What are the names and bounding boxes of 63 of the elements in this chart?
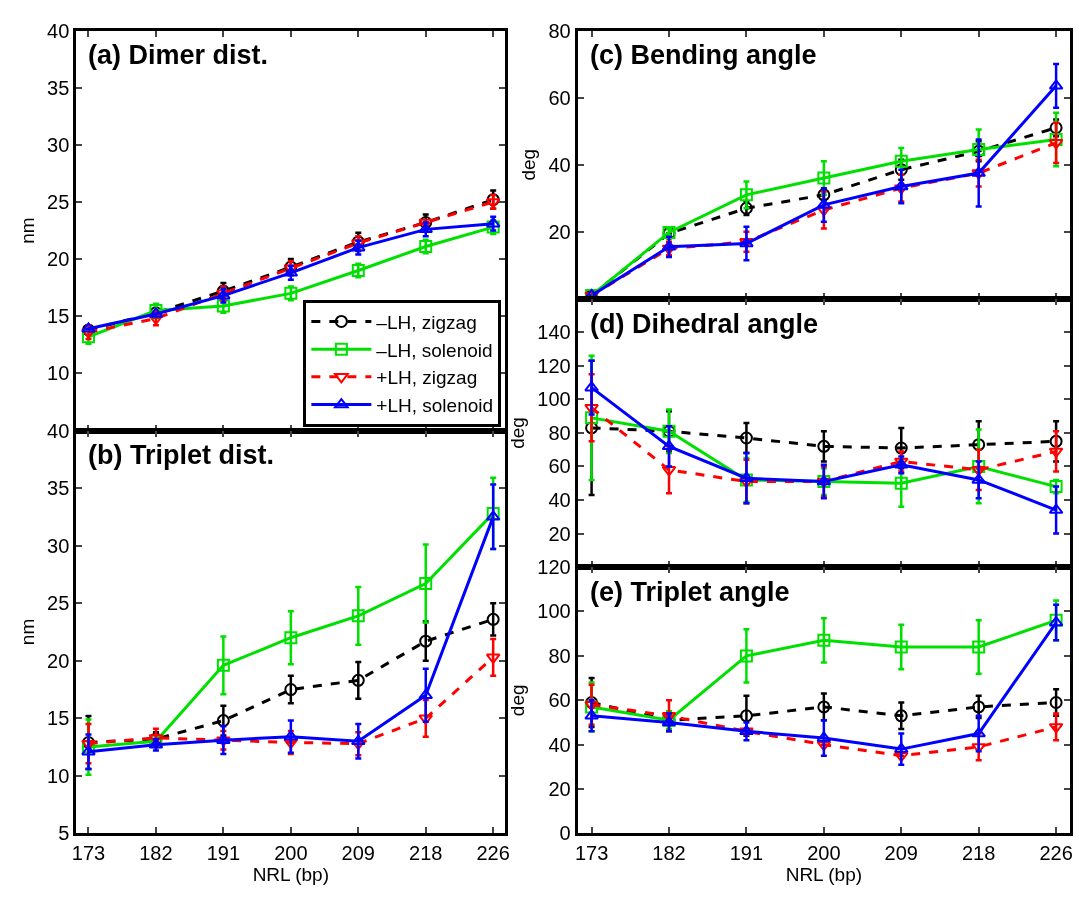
y-tick-label: 100	[537, 388, 571, 411]
x-axis-title: NRL (bp)	[785, 864, 863, 886]
chart-title: (c) Bending angle	[590, 40, 817, 70]
y-tick-label: 40	[47, 419, 70, 442]
y-tick-label: 25	[47, 592, 70, 615]
chart-title: (e) Triplet angle	[590, 577, 790, 607]
y-tick-label: 15	[47, 305, 70, 328]
y-axis-title: deg	[518, 148, 540, 181]
y-tick-label: 60	[548, 455, 571, 478]
y-tick-label: 120	[537, 556, 571, 579]
y-tick-label: 30	[47, 534, 70, 557]
y-tick-label: 40	[47, 19, 70, 42]
legend-label: –LH, solenoid	[376, 339, 493, 361]
x-tick-label: 218	[962, 842, 996, 865]
y-tick-label: 40	[548, 489, 571, 512]
y-tick-label: 60	[548, 689, 571, 712]
x-tick-label: 173	[71, 842, 106, 865]
y-axis-title: deg	[507, 417, 529, 449]
y-tick-label: 0	[559, 822, 571, 845]
y-tick-label: 40	[548, 153, 571, 176]
y-tick-label: 60	[548, 86, 571, 109]
x-tick-label: 200	[274, 842, 308, 865]
y-tick-label: 20	[47, 649, 70, 672]
y-tick-label: 20	[548, 778, 571, 801]
y-tick-label: 10	[47, 362, 70, 385]
legend-label: +LH, solenoid	[376, 394, 494, 416]
x-tick-label: 182	[139, 842, 173, 865]
y-tick-label: 20	[548, 220, 571, 243]
x-tick-label: 218	[409, 842, 443, 865]
y-tick-label: 80	[548, 19, 571, 42]
y-axis-title: nm	[16, 217, 38, 244]
chart-title: (d) Dihedral angle	[590, 309, 819, 339]
y-tick-label: 15	[47, 707, 70, 730]
x-tick-label: 209	[884, 842, 918, 865]
y-tick-label: 5	[58, 822, 70, 845]
x-tick-label: 191	[729, 842, 764, 865]
x-tick-label: 191	[206, 842, 241, 865]
y-tick-label: 20	[47, 248, 70, 271]
y-tick-label: 30	[47, 133, 70, 156]
x-tick-label: 209	[341, 842, 375, 865]
y-tick-label: 35	[47, 76, 70, 99]
x-tick-label: 182	[652, 842, 686, 865]
x-axis-title: NRL (bp)	[252, 864, 330, 886]
y-tick-label: 120	[537, 354, 571, 377]
y-tick-label: 25	[47, 190, 70, 213]
y-tick-label: 10	[47, 764, 70, 787]
y-axis-title: nm	[16, 618, 38, 646]
y-tick-label: 40	[548, 733, 571, 756]
chart-title: (a) Dimer dist.	[88, 40, 269, 70]
y-tick-label: 80	[548, 644, 571, 667]
y-tick-label: 80	[548, 421, 571, 444]
legend-label: –LH, zigzag	[376, 311, 477, 333]
x-tick-label: 200	[807, 842, 841, 865]
legend-label: +LH, zigzag	[376, 367, 478, 389]
y-axis-title: deg	[507, 684, 529, 717]
y-tick-label: 140	[537, 321, 571, 344]
x-tick-label: 226	[476, 842, 510, 865]
y-tick-label: 35	[47, 477, 70, 500]
y-tick-label: 100	[537, 600, 571, 623]
chart-title: (b) Triplet dist.	[88, 440, 274, 470]
x-tick-label: 173	[574, 842, 609, 865]
x-tick-label: 226	[1039, 842, 1073, 865]
y-tick-label: 20	[548, 522, 571, 545]
